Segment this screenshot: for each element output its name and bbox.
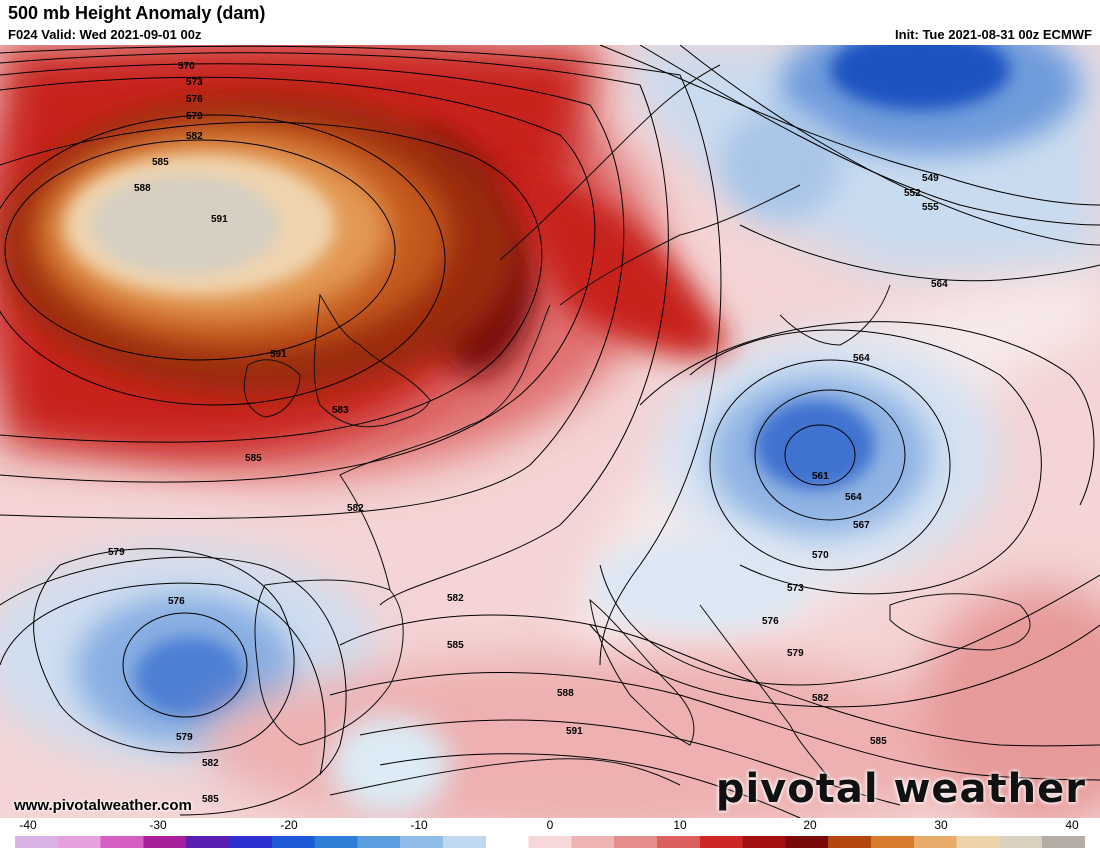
map-title: 500 mb Height Anomaly (dam) <box>8 3 266 23</box>
contour-label: 591 <box>270 349 287 360</box>
init-time: Init: Tue 2021-08-31 00z ECMWF <box>895 27 1092 42</box>
contour-label: 585 <box>870 736 887 747</box>
colorbar-tick: 40 <box>1065 818 1079 832</box>
colorbar-tick: -10 <box>410 818 428 832</box>
contour-label: 573 <box>186 77 203 88</box>
anomaly-shading <box>0 45 1100 818</box>
contour-label: 585 <box>447 640 464 651</box>
contour-label: 579 <box>176 732 193 743</box>
contour-label: 591 <box>566 726 583 737</box>
colorbar: -40 -30 -20 -10 0 10 20 30 40 <box>0 818 1100 850</box>
contour-label: 585 <box>152 157 169 168</box>
contour-label: 582 <box>202 758 219 769</box>
colorbar-gradient <box>15 836 1085 848</box>
contour-label: 582 <box>347 503 364 514</box>
contour-label: 582 <box>812 693 829 704</box>
contour-label: 585 <box>245 453 262 464</box>
contour-label: 552 <box>904 188 921 199</box>
brand-logo: pivotal weather <box>715 766 1086 812</box>
contour-label: 564 <box>853 353 870 364</box>
contour-label: 555 <box>922 202 939 213</box>
contour-label: 561 <box>812 471 829 482</box>
colorbar-tick: 10 <box>673 818 687 832</box>
valid-time: F024 Valid: Wed 2021-09-01 00z <box>8 27 202 42</box>
contour-label: 579 <box>186 111 203 122</box>
contour-label: 576 <box>168 596 185 607</box>
height-contours <box>0 45 1100 818</box>
contour-label: 573 <box>787 583 804 594</box>
header: 500 mb Height Anomaly (dam) F024 Valid: … <box>0 0 1100 45</box>
contour-label: 564 <box>931 279 948 290</box>
colorbar-tick: 30 <box>934 818 948 832</box>
contour-label: 576 <box>186 94 203 105</box>
contour-label: 585 <box>202 794 219 805</box>
contour-label: 579 <box>787 648 804 659</box>
contour-labels: 570 573 576 579 582 585 588 591 591 583 … <box>108 61 948 805</box>
contour-label: 549 <box>922 173 939 184</box>
contour-label: 576 <box>762 616 779 627</box>
colorbar-tick: 0 <box>546 818 554 832</box>
contour-label: 588 <box>557 688 574 699</box>
contour-label: 583 <box>332 405 349 416</box>
contour-label: 582 <box>186 131 203 142</box>
colorbar-tick: -40 <box>19 818 37 832</box>
website-credit: www.pivotalweather.com <box>14 797 192 814</box>
coastlines <box>243 64 1031 796</box>
contour-label: 591 <box>211 214 228 225</box>
contour-label: 579 <box>108 547 125 558</box>
contour-label: 570 <box>178 61 195 72</box>
contour-label: 570 <box>812 550 829 561</box>
contour-label: 564 <box>845 492 862 503</box>
colorbar-tick: 20 <box>803 818 817 832</box>
colorbar-tick: -20 <box>280 818 298 832</box>
anomaly-map[interactable]: 570 573 576 579 582 585 588 591 591 583 … <box>0 45 1100 818</box>
contour-label: 582 <box>447 593 464 604</box>
map-canvas: 570 573 576 579 582 585 588 591 591 583 … <box>0 45 1100 818</box>
contour-label: 588 <box>134 183 151 194</box>
contour-label: 567 <box>853 520 870 531</box>
colorbar-tick: -30 <box>149 818 167 832</box>
